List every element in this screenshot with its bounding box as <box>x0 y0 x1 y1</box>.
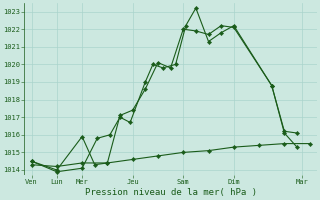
X-axis label: Pression niveau de la mer( hPa ): Pression niveau de la mer( hPa ) <box>84 188 257 197</box>
